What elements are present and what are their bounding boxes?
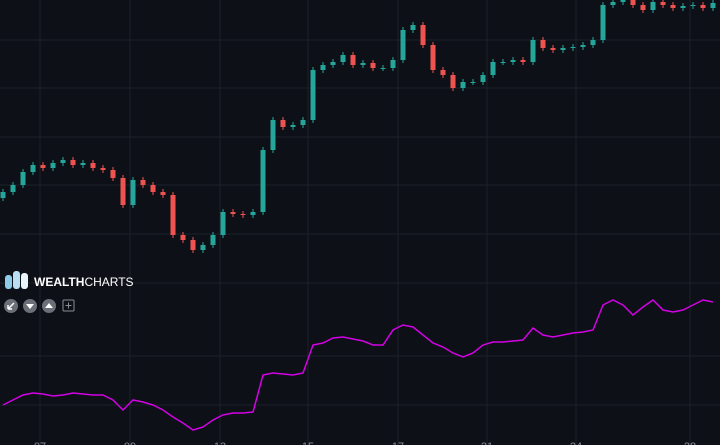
candle-body	[450, 75, 456, 88]
candle-body	[420, 25, 426, 45]
candle-body	[40, 165, 46, 168]
candle-body	[480, 75, 486, 82]
x-tick-label: 13	[214, 441, 226, 445]
x-tick-label: 07	[34, 441, 46, 445]
brand-bold: WEALTH	[34, 275, 84, 289]
candle-body	[60, 160, 66, 163]
candle-body	[550, 48, 556, 50]
candle-body	[430, 45, 436, 70]
candle-body	[180, 235, 186, 240]
candle-body	[240, 214, 246, 215]
candle-body	[200, 245, 206, 250]
icon	[26, 304, 34, 309]
candle-body	[370, 63, 376, 68]
candle-body	[300, 120, 306, 125]
icon	[7, 302, 15, 310]
indicator-line	[2, 299, 714, 431]
candle-body	[100, 168, 106, 170]
candle-body	[50, 163, 56, 168]
candle-body	[160, 192, 166, 195]
candle-body	[690, 5, 696, 6]
candle-body	[570, 47, 576, 48]
candle-body	[70, 160, 76, 165]
candle-body	[90, 163, 96, 168]
candle-body	[620, 0, 626, 2]
x-tick-label: 15	[302, 441, 314, 445]
icon	[65, 302, 72, 309]
candle-body	[590, 40, 596, 45]
logo-icon	[13, 271, 20, 289]
x-tick-label: 28	[684, 441, 696, 445]
candle-body	[380, 68, 386, 69]
candle-body	[10, 185, 16, 192]
x-tick-label: 17	[392, 441, 404, 445]
candle-body	[510, 60, 516, 62]
candle-body	[250, 212, 256, 215]
candle-body	[320, 65, 326, 70]
add-button[interactable]	[62, 299, 75, 312]
x-tick-label: 21	[481, 441, 493, 445]
candle-body	[140, 180, 146, 185]
candle-body	[310, 70, 316, 120]
candle-body	[210, 235, 216, 245]
toolbar	[4, 299, 75, 313]
candle-body	[710, 3, 716, 8]
candle-body	[350, 55, 356, 65]
candle-body	[170, 195, 176, 235]
x-tick-label: 24	[570, 441, 582, 445]
candle-body	[120, 178, 126, 205]
x-tick-label: 09	[124, 441, 136, 445]
brand-text: WEALTHCHARTS	[34, 275, 134, 289]
candle-body	[130, 180, 136, 205]
candle-body	[700, 5, 706, 8]
candle-body	[520, 60, 526, 62]
candle-body	[280, 120, 286, 127]
candle-body	[600, 5, 606, 40]
candle-body	[0, 192, 6, 198]
candle-body	[650, 2, 656, 10]
candle-body	[470, 82, 476, 83]
candle-body	[680, 6, 686, 8]
logo-icon	[5, 275, 12, 289]
candle-body	[20, 172, 26, 185]
candle-body	[640, 5, 646, 10]
logo-icon	[21, 273, 28, 289]
candle-body	[560, 48, 566, 50]
candle-body	[660, 2, 666, 5]
candle-body	[670, 5, 676, 8]
candle-body	[340, 55, 346, 62]
candle-body	[290, 125, 296, 127]
candle-body	[630, 0, 636, 5]
candle-body	[190, 240, 196, 250]
candle-body	[150, 185, 156, 192]
logo: WEALTHCHARTS	[5, 271, 134, 289]
candle-body	[270, 120, 276, 150]
candle-body	[360, 63, 366, 65]
candle-body	[80, 163, 86, 165]
candle-body	[390, 60, 396, 68]
candle-body	[220, 212, 226, 235]
icon	[45, 303, 53, 308]
candle-body	[460, 82, 466, 88]
candle-body	[530, 40, 536, 62]
candle-body	[500, 62, 506, 63]
candle-body	[30, 165, 36, 172]
brand-light: CHARTS	[84, 275, 133, 289]
candle-body	[110, 170, 116, 178]
candle-body	[490, 62, 496, 75]
candle-body	[260, 150, 266, 212]
candle-body	[540, 40, 546, 48]
candle-body	[400, 30, 406, 60]
candle-body	[410, 25, 416, 30]
candle-body	[440, 70, 446, 75]
candle-body	[580, 45, 586, 47]
candle-body	[610, 2, 616, 5]
candle-body	[330, 62, 336, 65]
candle-body	[230, 212, 236, 214]
